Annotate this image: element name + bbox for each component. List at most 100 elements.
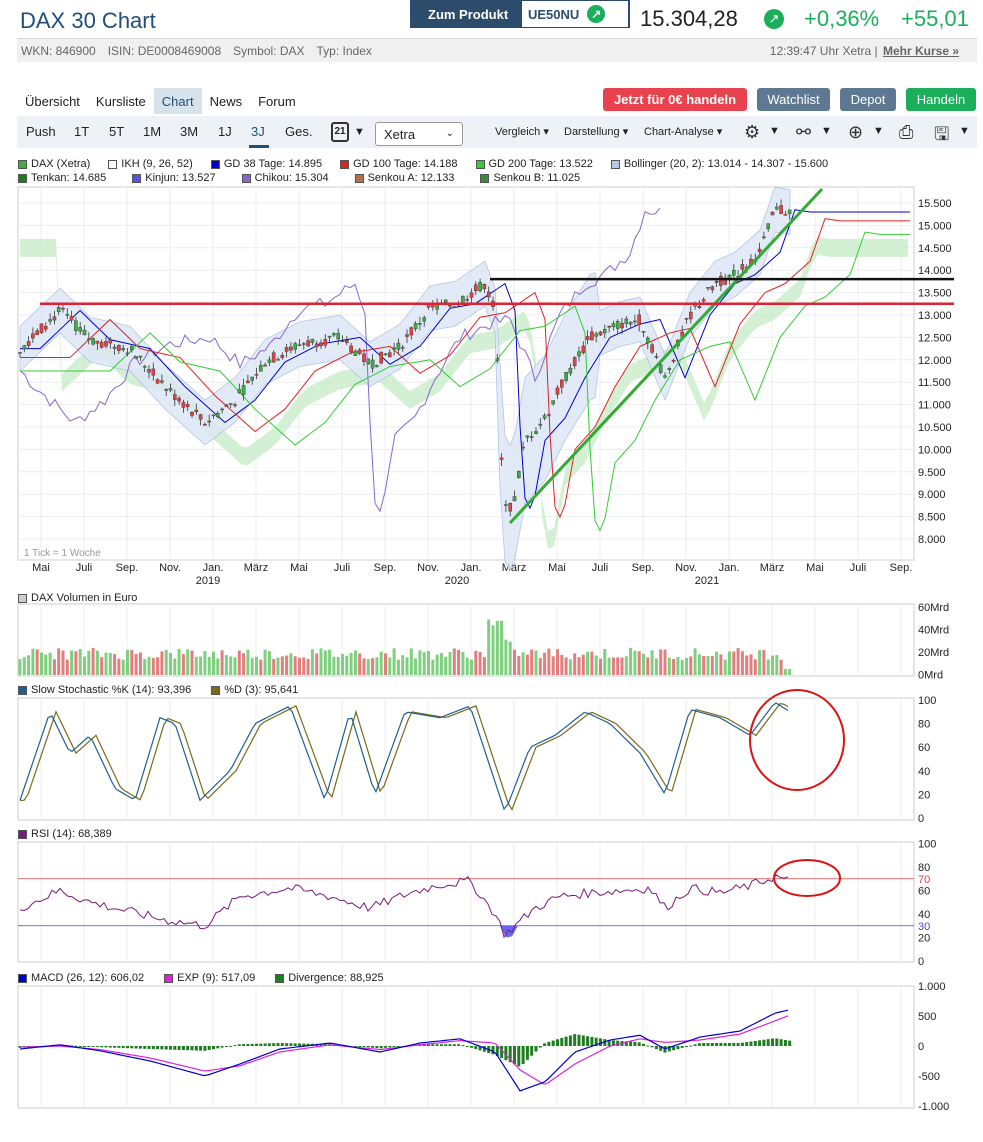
zum-produkt-label[interactable]: Zum Produkt [428, 6, 509, 22]
tab-kursliste[interactable]: Kursliste [95, 94, 146, 109]
candle-body [31, 333, 35, 339]
volume-bar [104, 652, 108, 675]
exchange-select-value[interactable]: Xetra [384, 127, 416, 142]
candle-body [732, 269, 736, 276]
mehr-kurse-link[interactable]: Mehr Kurse » [882, 43, 959, 58]
gear-icon[interactable]: ⚙ [744, 122, 761, 142]
candle-body [332, 333, 336, 336]
candle-body [482, 284, 487, 290]
depot-button[interactable]: Depot [840, 88, 896, 111]
rsi-oversold-fill [500, 925, 518, 938]
range-push[interactable]: Push [26, 124, 56, 139]
rsi-upper-level-label: 70 [918, 874, 930, 886]
divergence-bar [762, 1039, 766, 1046]
vergleich-label[interactable]: Vergleich [495, 126, 541, 138]
range-5t[interactable]: 5T [109, 124, 125, 139]
trade-free-button[interactable]: Jetzt für 0€ handeln [603, 88, 747, 111]
macd-y-tick-label: -1.000 [918, 1101, 949, 1113]
divergence-bar [164, 1046, 168, 1050]
handeln-button[interactable]: Handeln [906, 88, 976, 111]
tab-forum[interactable]: Forum [258, 94, 296, 109]
legend-row-1: DAX (Xetra) IKH (9, 26, 52) GD 38 Tage: … [18, 158, 828, 170]
volume-bar [650, 650, 654, 675]
rsi-y-tick-label: 40 [918, 909, 930, 921]
macd-y-tick-label: 1.000 [918, 981, 946, 993]
range-1t[interactable]: 1T [74, 124, 90, 139]
chevron-down-icon[interactable]: ▼ [769, 125, 780, 137]
darstellung-label[interactable]: Darstellung [564, 126, 620, 138]
candle-body [74, 320, 78, 331]
calendar-icon[interactable]: 21 [331, 122, 349, 142]
volume-bar [255, 656, 258, 675]
range-3m[interactable]: 3M [180, 124, 199, 139]
tab-chart[interactable]: Chart [153, 88, 202, 114]
chevron-down-icon[interactable]: ▼ [354, 126, 365, 138]
candle-body [164, 389, 169, 391]
tab-uebersicht[interactable]: Übersicht [25, 94, 80, 109]
chart-analyse-label[interactable]: Chart-Analyse [644, 126, 714, 138]
volume-bar [177, 648, 181, 675]
volume-bar [607, 657, 611, 675]
divergence-bar [452, 1044, 456, 1046]
candle-body [327, 335, 332, 338]
stochastic-k-line [19, 702, 789, 811]
volume-bar [439, 653, 443, 675]
chart-analyse-menu[interactable]: Chart-Analyse ▾ [644, 126, 723, 138]
volume-bar [461, 651, 465, 675]
divergence-bar [676, 1046, 680, 1050]
divergence-bar [95, 1046, 99, 1048]
range-1j[interactable]: 1J [218, 124, 232, 139]
produkt-code-text[interactable]: UE50NU [528, 6, 580, 22]
candle-body [495, 358, 500, 361]
stochastic-y-tick-label: 80 [918, 719, 930, 731]
save-icon[interactable]: 🖫 [934, 124, 950, 144]
candle-body [517, 471, 521, 479]
divergence-bar [495, 1046, 499, 1057]
divergence-bar [246, 1043, 250, 1046]
candle-body [357, 349, 362, 354]
macd-chart: 1.000 500 0 -500 -1.000 [17, 981, 949, 1113]
chevron-down-icon[interactable]: ▼ [821, 125, 832, 137]
main-x-tick-label: Sep. [632, 562, 655, 574]
macd-y-tick-label: 0 [918, 1041, 924, 1053]
main-x-tick-label: Jan. [461, 562, 482, 574]
divergence-bar [40, 1046, 43, 1047]
candle-body [345, 339, 349, 343]
watchlist-button[interactable]: Watchlist [757, 88, 830, 111]
darstellung-menu[interactable]: Darstellung ▾ [564, 126, 629, 138]
volume-frame [17, 603, 915, 677]
chart-nav-tabs: Übersicht Kursliste Chart News Forum [17, 88, 304, 114]
print-icon[interactable]: ⎙ [899, 122, 914, 142]
volume-bar [362, 658, 366, 675]
divergence-bar [448, 1044, 452, 1046]
chevron-down-icon[interactable]: ▼ [959, 125, 970, 137]
volume-bar [147, 656, 151, 675]
macd-label: MACD (26, 12): 606,02 [31, 972, 145, 984]
main-x-tick-label: Mai [548, 562, 566, 574]
legend-chikou: Chikou: 15.304 [254, 172, 329, 184]
divergence-bar [508, 1046, 512, 1063]
volume-bar [70, 650, 74, 675]
candle-body [194, 409, 199, 413]
candle-body [620, 322, 624, 329]
volume-bar [285, 655, 289, 675]
chevron-down-icon[interactable]: ▼ [873, 125, 884, 137]
produkt-code[interactable]: UE50NU ↗ [522, 1, 628, 27]
zum-produkt-widget[interactable]: Zum Produkt UE50NU ↗ [410, 0, 630, 28]
range-ges[interactable]: Ges. [285, 124, 313, 139]
exchange-select[interactable]: Xetra ⌄ [375, 122, 463, 146]
zoom-in-icon[interactable]: ⊕ [848, 122, 864, 142]
main-y-tick-label: 13.500 [918, 288, 952, 300]
tab-news[interactable]: News [209, 94, 243, 109]
vergleich-menu[interactable]: Vergleich ▾ [495, 126, 549, 138]
volume-bar [328, 649, 332, 675]
volume-bar [392, 648, 396, 675]
range-1m[interactable]: 1M [143, 124, 162, 139]
divergence-bar [642, 1043, 645, 1046]
range-3j[interactable]: 3J [251, 124, 265, 139]
volume-legend-label: DAX Volumen in Euro [31, 592, 138, 604]
divergence-bar [194, 1046, 198, 1051]
indicators-icon[interactable]: ⚯ [796, 122, 812, 142]
candle-body [220, 408, 224, 411]
candle-body [744, 267, 749, 269]
